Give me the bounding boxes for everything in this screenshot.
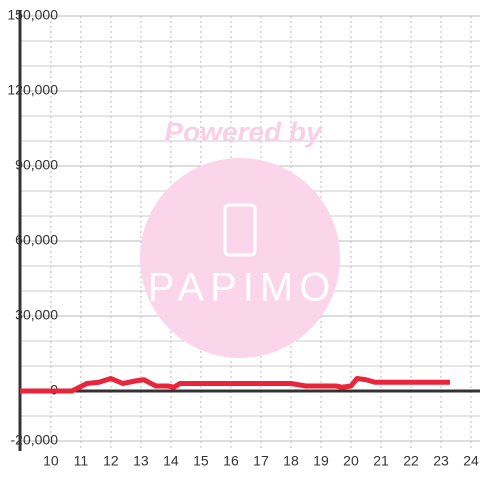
watermark-logo: PAPIMO	[148, 266, 337, 310]
x-tick-label: 10	[43, 453, 59, 469]
x-tick-label: 13	[133, 453, 149, 469]
x-tick-label: 21	[373, 453, 389, 469]
x-tick-label: 20	[343, 453, 359, 469]
x-tick-label: 16	[223, 453, 239, 469]
y-tick-label: 30,000	[15, 307, 58, 323]
y-tick-label: 90,000	[15, 157, 58, 173]
y-tick-label: -20,000	[11, 432, 59, 448]
phone-icon	[223, 203, 257, 257]
x-tick-label: 11	[74, 453, 89, 469]
x-tick-label: 19	[313, 453, 329, 469]
x-tick-label: 22	[403, 453, 419, 469]
y-tick-label: 120,000	[7, 82, 58, 98]
x-tick-label: 23	[433, 453, 449, 469]
watermark: Powered by PAPIMO	[140, 116, 340, 358]
watermark-circle	[140, 158, 340, 358]
x-tick-label: 14	[163, 453, 179, 469]
x-tick-label: 17	[253, 453, 269, 469]
x-tick-label: 12	[103, 453, 119, 469]
x-tick-label: 24	[463, 453, 479, 469]
y-tick-label: 60,000	[15, 232, 58, 248]
x-tick-label: 18	[283, 453, 299, 469]
watermark-text: Powered by	[164, 116, 323, 147]
x-tick-label: 15	[193, 453, 209, 469]
y-tick-label: 150,000	[7, 7, 58, 23]
data-line	[20, 376, 450, 394]
